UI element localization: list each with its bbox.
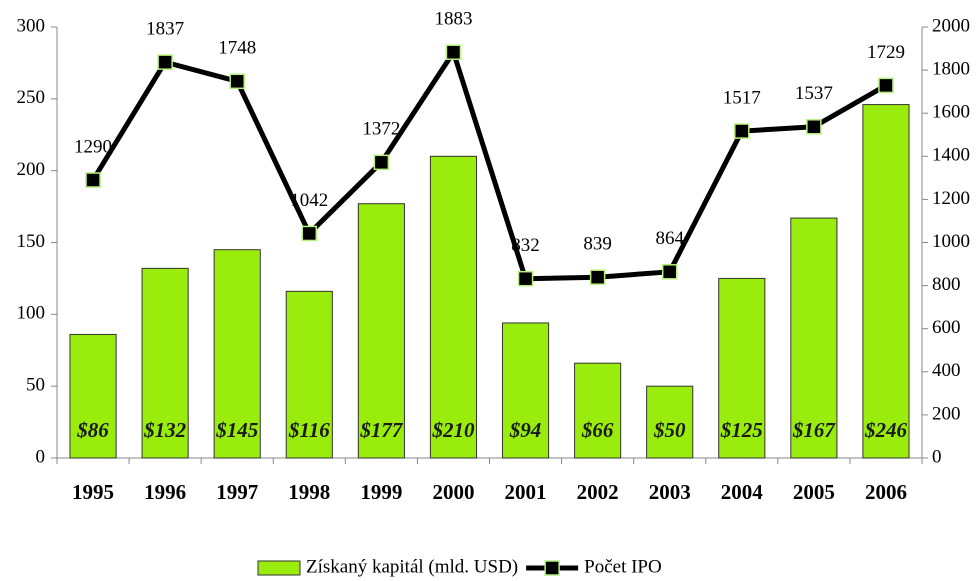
y2-tick-label: 1000 bbox=[932, 231, 970, 252]
line-value-label: 1290 bbox=[74, 136, 112, 157]
line-value-label: 1883 bbox=[434, 9, 472, 30]
y2-tick-label: 1800 bbox=[932, 58, 970, 79]
x-tick-label: 2003 bbox=[649, 480, 691, 504]
bar bbox=[790, 217, 838, 459]
line-marker bbox=[85, 172, 101, 188]
bar bbox=[429, 155, 478, 459]
x-tick-label: 1998 bbox=[288, 480, 330, 504]
y2-tick-label: 200 bbox=[932, 403, 961, 424]
line-marker bbox=[445, 44, 462, 60]
line-marker bbox=[734, 123, 750, 139]
x-tick-label: 2002 bbox=[577, 480, 619, 504]
line-value-label: 1517 bbox=[723, 87, 761, 108]
bar bbox=[501, 322, 550, 459]
line-marker bbox=[229, 73, 245, 90]
bar-value-label: $66 bbox=[581, 418, 614, 442]
line-marker bbox=[301, 225, 318, 242]
legend-swatch bbox=[257, 560, 301, 576]
line bbox=[90, 49, 888, 282]
bar-value-label: $132 bbox=[143, 418, 187, 442]
y2-tick-label: 400 bbox=[932, 360, 961, 381]
legend-label: Počet IPO bbox=[584, 556, 662, 577]
y-tick-label: 200 bbox=[17, 159, 46, 180]
x-tick-label: 1997 bbox=[216, 480, 258, 504]
y2-tick-label: 1400 bbox=[932, 145, 970, 166]
y-tick-label: 50 bbox=[26, 375, 45, 396]
x-tick-label: 2006 bbox=[865, 480, 907, 504]
line-marker bbox=[878, 77, 894, 94]
line-value-label: 1748 bbox=[218, 38, 256, 59]
bar-value-label: $94 bbox=[509, 418, 542, 442]
line-value-label: 1042 bbox=[290, 190, 328, 211]
bar bbox=[862, 104, 910, 459]
bar bbox=[141, 267, 189, 459]
line-value-label: 864 bbox=[655, 228, 684, 249]
bar bbox=[718, 277, 766, 459]
y2-tick-label: 0 bbox=[932, 446, 942, 467]
x-tick-label: 2004 bbox=[721, 480, 764, 504]
bar bbox=[574, 362, 622, 459]
line-value-label: 1729 bbox=[867, 42, 905, 63]
line-marker bbox=[517, 270, 534, 287]
x-tick-label: 1999 bbox=[360, 480, 402, 504]
bar-value-label: $177 bbox=[359, 418, 404, 442]
y2-tick-label: 600 bbox=[932, 317, 961, 338]
y-tick-label: 100 bbox=[17, 303, 46, 324]
line-marker bbox=[661, 264, 678, 280]
legend-label: Získaný kapitál (mld. USD) bbox=[306, 556, 518, 577]
line-value-label: 839 bbox=[583, 234, 612, 255]
line-value-label: 1837 bbox=[146, 18, 184, 39]
bar-value-label: $145 bbox=[215, 418, 258, 442]
y2-tick-label: 2000 bbox=[932, 15, 970, 36]
bar-value-label: $210 bbox=[431, 418, 475, 442]
line-marker bbox=[806, 119, 822, 135]
y-tick-label: 150 bbox=[17, 231, 46, 252]
bar bbox=[285, 290, 333, 459]
y-tick-label: 300 bbox=[17, 15, 46, 36]
line-value-label: 1537 bbox=[795, 83, 833, 104]
y2-tick-label: 1600 bbox=[932, 102, 970, 123]
bar bbox=[213, 249, 261, 459]
bar-value-label: $246 bbox=[864, 418, 908, 442]
bar bbox=[357, 203, 405, 459]
x-tick-label: 2005 bbox=[793, 480, 835, 504]
bar-value-label: $125 bbox=[720, 418, 763, 442]
x-tick-label: 1996 bbox=[144, 480, 186, 504]
bar bbox=[646, 385, 694, 459]
bar-value-label: $167 bbox=[792, 418, 837, 442]
line-marker bbox=[157, 54, 173, 70]
legend-marker bbox=[544, 560, 560, 576]
bar bbox=[69, 333, 117, 459]
line-value-label: 832 bbox=[511, 235, 540, 256]
y-tick-label: 250 bbox=[17, 87, 46, 108]
x-tick-label: 2001 bbox=[505, 480, 547, 504]
line-marker bbox=[373, 154, 390, 171]
bar-value-label: $116 bbox=[288, 418, 330, 442]
bar-value-label: $86 bbox=[76, 418, 109, 442]
bar-value-label: $50 bbox=[653, 418, 686, 442]
x-tick-label: 2000 bbox=[432, 480, 474, 504]
y2-tick-label: 800 bbox=[932, 274, 961, 295]
y-tick-label: 0 bbox=[36, 446, 46, 467]
line-value-label: 1372 bbox=[362, 119, 400, 140]
x-tick-label: 1995 bbox=[72, 480, 114, 504]
y2-tick-label: 1200 bbox=[932, 188, 970, 209]
line-marker bbox=[589, 269, 606, 285]
